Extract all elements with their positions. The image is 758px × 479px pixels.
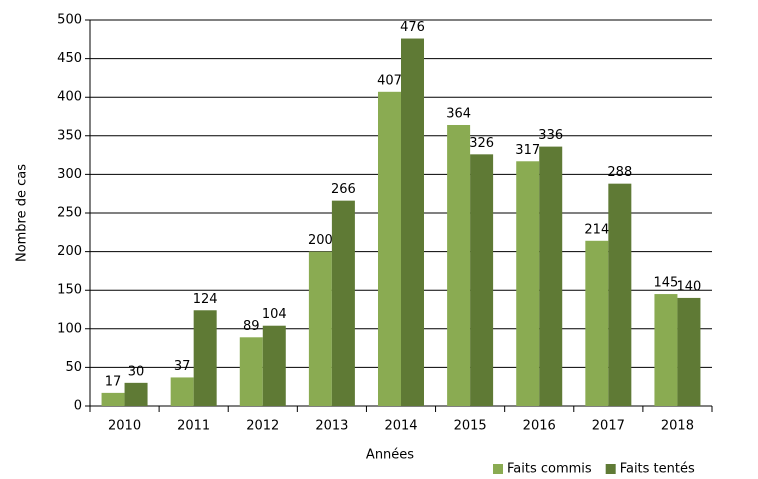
y-tick-label: 250 <box>57 206 82 221</box>
bar <box>516 161 540 406</box>
data-label: 476 <box>400 20 425 35</box>
bar <box>193 310 217 406</box>
bar <box>331 200 355 406</box>
x-tick-label: 2014 <box>384 419 417 434</box>
y-tick-label: 400 <box>57 90 82 105</box>
data-label: 288 <box>607 165 632 180</box>
y-tick-label: 300 <box>57 167 82 182</box>
y-tick-label: 150 <box>57 283 82 298</box>
bar <box>170 377 194 406</box>
x-axis-title: Années <box>366 448 414 463</box>
data-label: 336 <box>538 128 563 143</box>
bar <box>608 183 632 406</box>
data-label: 200 <box>308 233 333 248</box>
data-label: 140 <box>677 279 702 294</box>
y-tick-label: 50 <box>65 360 82 375</box>
legend-label: Faits tentés <box>620 462 695 477</box>
x-tick-label: 2012 <box>246 419 279 434</box>
data-label: 266 <box>331 182 356 197</box>
x-tick-label: 2015 <box>454 419 487 434</box>
bar <box>539 146 563 406</box>
bar <box>585 240 609 406</box>
y-axis-title: Nombre de cas <box>15 164 30 262</box>
data-label: 104 <box>262 307 287 322</box>
data-label: 37 <box>174 359 191 374</box>
data-label: 364 <box>446 106 471 121</box>
data-label: 407 <box>377 73 402 88</box>
bar <box>470 154 494 406</box>
data-label: 17 <box>105 374 122 389</box>
bar <box>401 38 424 406</box>
x-tick-label: 2013 <box>315 419 348 434</box>
y-tick-label: 450 <box>57 51 82 66</box>
data-label: 317 <box>515 143 540 158</box>
bar <box>447 124 471 406</box>
bar <box>101 392 125 406</box>
y-tick-label: 200 <box>57 244 82 259</box>
x-tick-label: 2017 <box>592 419 625 434</box>
x-tick-label: 2010 <box>108 419 141 434</box>
y-tick-label: 500 <box>57 13 82 28</box>
data-label: 145 <box>654 276 679 291</box>
y-tick-label: 0 <box>74 399 82 414</box>
data-label: 30 <box>128 364 145 379</box>
data-label: 89 <box>243 319 260 334</box>
bar <box>239 337 263 406</box>
bar <box>308 251 332 406</box>
bar <box>677 297 701 406</box>
data-label: 124 <box>193 292 218 307</box>
legend-swatch <box>605 464 616 474</box>
y-tick-label: 350 <box>57 128 82 143</box>
bar <box>654 294 678 406</box>
bar <box>262 325 286 406</box>
x-tick-label: 2018 <box>661 419 694 434</box>
data-label: 214 <box>584 222 609 237</box>
bar <box>124 382 148 406</box>
bar <box>378 91 401 407</box>
x-tick-label: 2011 <box>177 419 210 434</box>
legend-swatch <box>493 464 503 474</box>
data-label: 326 <box>469 136 494 151</box>
y-tick-label: 100 <box>57 321 82 336</box>
legend-label: Faits commis <box>507 462 592 477</box>
x-tick-label: 2016 <box>523 419 556 434</box>
